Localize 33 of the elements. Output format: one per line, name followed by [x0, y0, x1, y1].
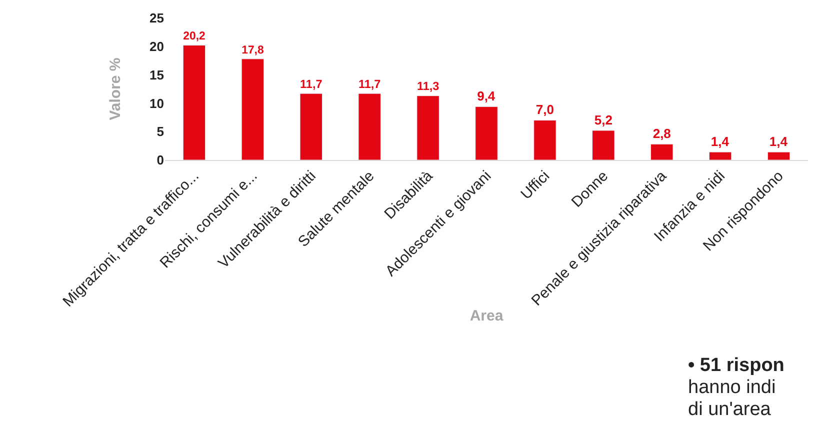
bar	[182, 45, 206, 160]
data-label: 9,4	[477, 88, 496, 104]
y-tick-label: 25	[150, 10, 164, 26]
bar	[708, 152, 732, 160]
y-tick-label: 0	[156, 152, 164, 168]
data-label: 1,4	[710, 134, 730, 150]
y-tick-label: 15	[150, 67, 164, 82]
data-label: 2,8	[652, 126, 671, 142]
text: di un'area	[688, 399, 772, 420]
y-axis-title: Valore %	[106, 58, 124, 120]
data-label: 11,7	[300, 78, 322, 91]
y-tick-label: 5	[156, 124, 164, 140]
bar	[416, 96, 440, 160]
y-tick-label: 20	[150, 38, 164, 54]
bar	[358, 93, 381, 160]
bar	[650, 144, 674, 160]
bar	[241, 58, 264, 160]
data-label: 20,2	[183, 30, 206, 43]
y-tick-label: 10	[150, 96, 164, 111]
data-label: 1,4	[769, 134, 788, 150]
data-label: 17,8	[242, 44, 264, 56]
text: • 51 rispon	[688, 355, 784, 376]
data-label: 11,3	[416, 80, 440, 94]
data-label: 5,2	[594, 112, 612, 128]
bar	[592, 130, 615, 160]
bar	[534, 120, 556, 160]
bar	[475, 106, 498, 160]
text: hanno indi	[688, 377, 776, 398]
data-label: 7,0	[536, 102, 554, 118]
data-label: 11,7	[358, 78, 382, 91]
x-axis-title: Area	[470, 307, 504, 324]
bar	[767, 152, 790, 160]
bar	[300, 93, 322, 160]
